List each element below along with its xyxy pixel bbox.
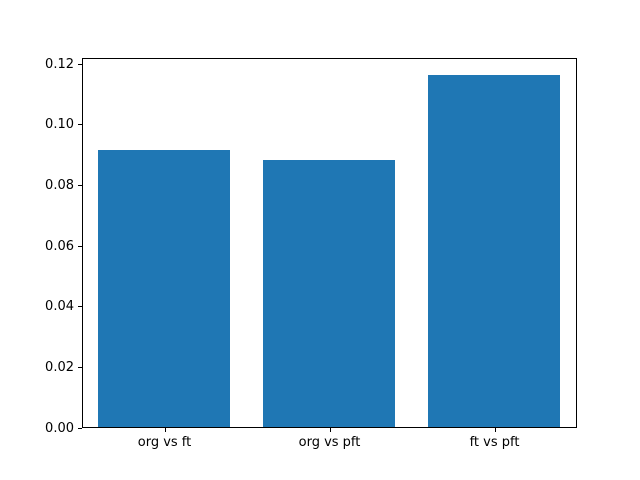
x-tick-label: ft vs pft	[469, 435, 520, 450]
plot-area	[82, 58, 577, 428]
y-tick-mark	[78, 124, 82, 126]
x-tick-mark	[494, 428, 496, 432]
y-tick-label: 0.02	[45, 359, 74, 375]
y-tick-mark	[78, 427, 82, 429]
y-tick-mark	[78, 245, 82, 247]
y-tick-mark	[78, 306, 82, 308]
y-tick-mark	[78, 63, 82, 65]
x-tick-label: org vs ft	[137, 435, 192, 450]
y-tick-label: 0.06	[45, 238, 74, 254]
y-tick-label: 0.08	[45, 177, 74, 193]
x-tick-label: org vs pft	[298, 435, 361, 450]
x-tick-mark	[164, 428, 166, 432]
x-tick-mark	[329, 428, 331, 432]
y-tick-label: 0.04	[45, 299, 74, 315]
y-tick-mark	[78, 366, 82, 368]
bar-ft-vs-pft	[428, 75, 561, 427]
y-tick-mark	[78, 184, 82, 186]
bar-org-vs-ft	[98, 149, 231, 427]
y-tick-label: 0.00	[45, 420, 74, 436]
y-tick-label: 0.10	[45, 117, 74, 133]
y-tick-label: 0.12	[45, 56, 74, 72]
bar-org-vs-pft	[263, 160, 396, 427]
